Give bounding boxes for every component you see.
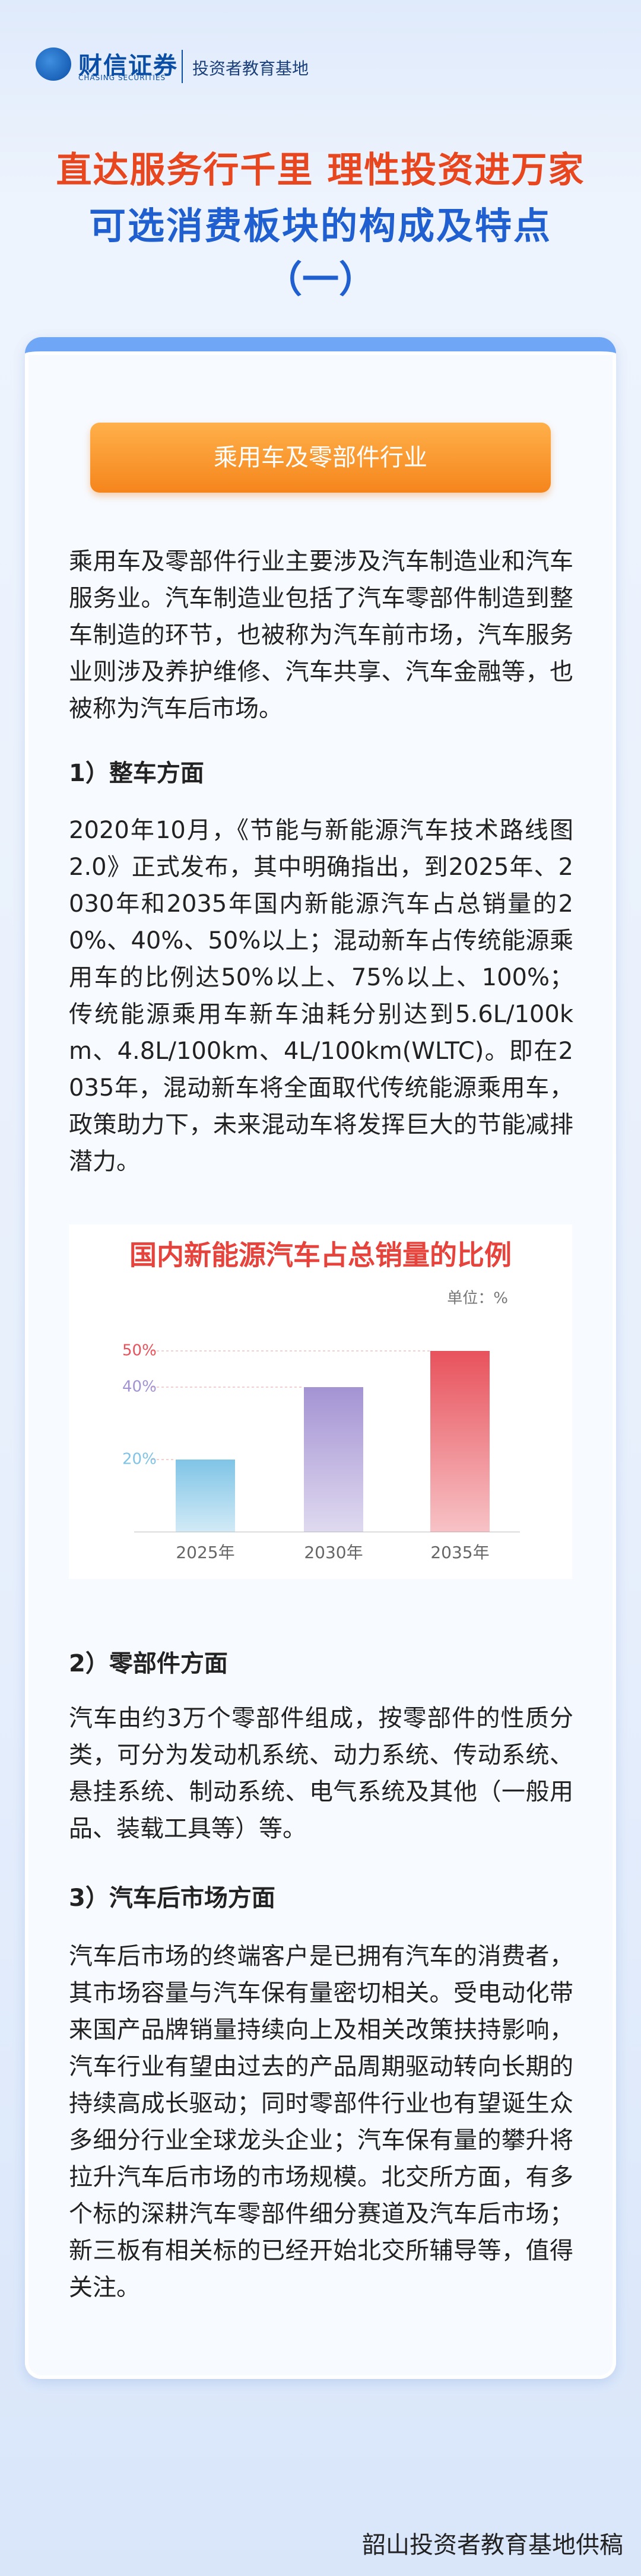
section-heading: 2）零部件方面 xyxy=(69,1650,228,1677)
main-title: 可选消费板块的构成及特点 xyxy=(88,204,552,248)
brand-en: CHASING SECURITIES xyxy=(78,74,166,82)
separator xyxy=(182,50,183,83)
section-button: 乘用车及零部件行业 xyxy=(90,423,551,493)
bar xyxy=(430,1351,490,1532)
x-tick-label: 2025年 xyxy=(176,1543,234,1562)
value-label: 40% xyxy=(122,1378,157,1396)
brand: 财信证券 xyxy=(78,52,178,80)
footer: 韶山投资者教育基地供稿 xyxy=(362,2531,623,2559)
value-label: 50% xyxy=(122,1342,157,1360)
value-label: 20% xyxy=(122,1451,157,1468)
chart-unit: 单位：% xyxy=(447,1290,508,1308)
chart-title: 国内新能源汽车占总销量的比例 xyxy=(129,1239,512,1271)
part-title: （一） xyxy=(265,258,376,301)
section-heading: 1）整车方面 xyxy=(69,760,204,787)
intro-text: 乘用车及零部件行业主要涉及汽车制造业和汽车服务业。汽车制造业包括了汽车零部件制造… xyxy=(69,548,573,722)
logo xyxy=(36,47,71,81)
section-text: 汽车由约3万个零部件组成，按零部件的性质分类，可分为发动机系统、动力系统、传动系… xyxy=(69,1705,573,1842)
chart-box: 国内新能源汽车占总销量的比例 单位：% 20% 2025年 40% 2030年 50% 2… xyxy=(69,1224,572,1579)
base-name: 投资者教育基地 xyxy=(192,59,309,78)
slogan: 直达服务行千里 理性投资进万家 xyxy=(56,150,585,191)
bar xyxy=(304,1387,363,1532)
bar xyxy=(176,1460,235,1532)
section-heading: 3）汽车后市场方面 xyxy=(69,1885,275,1912)
x-tick-label: 2035年 xyxy=(430,1543,489,1562)
section-text: 汽车后市场的终端客户是已拥有汽车的消费者，其市场容量与汽车保有量密切相关。受电动… xyxy=(69,1943,573,2301)
x-tick-label: 2030年 xyxy=(304,1543,363,1562)
chart: 国内新能源汽车占总销量的比例 单位：% 20% 2025年 40% 2030年 50% 2… xyxy=(122,1239,520,1562)
section-text: 2020年10月，《节能与新能源汽车技术路线图2.0》正式发布，其中明确指出，到… xyxy=(69,817,573,1175)
